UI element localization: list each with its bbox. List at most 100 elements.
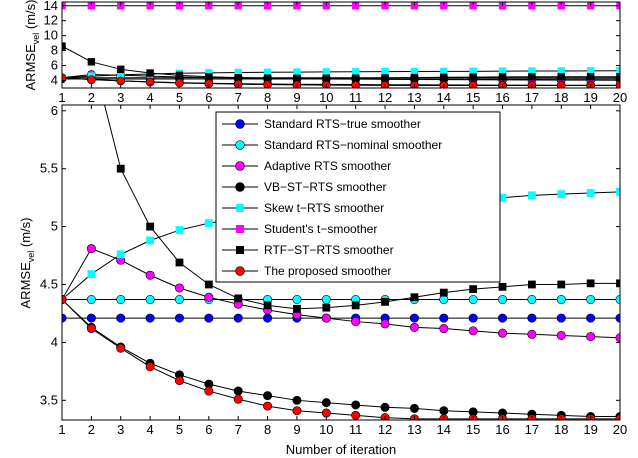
bottom-point-skew-t-rts-smoother: [557, 190, 566, 199]
bottom-x-tick-label: 20: [613, 422, 627, 437]
bottom-point-adaptive-rts-smoother: [409, 322, 419, 332]
top-x-tick-label: 9: [293, 90, 300, 105]
top-y-tick-label: 4: [51, 73, 58, 88]
legend-label: Standard RTS−true smoother: [264, 117, 421, 131]
bottom-x-tick-label: 14: [437, 422, 451, 437]
bottom-axes-frame: [61, 104, 621, 421]
bottom-series-layer: [62, 105, 620, 420]
top-x-tick-label: 7: [235, 90, 242, 105]
bottom-point-skew-t-rts-smoother: [116, 250, 125, 259]
top-x-tick-label: 18: [554, 90, 568, 105]
legend-marker: [235, 161, 245, 171]
legend-label: Adaptive RTS smoother: [264, 159, 391, 173]
bottom-point-the-proposed-smoother: [292, 406, 302, 416]
top-point-skew-t-rts-smoother: [293, 68, 301, 76]
legend-items: Standard RTS−true smoother Standard RTS−n…: [222, 117, 442, 278]
top-point-rtf-st-rts-smoother: [557, 73, 565, 81]
legend-marker: [235, 266, 245, 276]
bottom-point-rtf-st-rts-smoother: [527, 280, 536, 289]
bottom-point-rtf-st-rts-smoother: [322, 303, 331, 312]
bottom-point-standard-rts-nominal-smoother: [468, 295, 478, 305]
legend-item-standard-rts-nominal-smoother: Standard RTS−nominal smoother: [222, 138, 442, 152]
bottom-point-rtf-st-rts-smoother: [146, 222, 155, 231]
top-y-tick-label: 8: [51, 43, 58, 58]
top-panel: 1 2 3 4 5 6 7 8 9 10 11 12 13 14 15 16 17 18 19 20468101214…: [23, 0, 627, 105]
top-point-rtf-st-rts-smoother: [87, 58, 96, 66]
bottom-point-skew-t-rts-smoother: [87, 270, 96, 278]
bottom-point-skew-t-rts-smoother: [175, 226, 184, 234]
top-point-rtf-st-rts-smoother: [440, 73, 448, 82]
legend-marker: [236, 204, 244, 212]
top-point-rtf-st-rts-smoother: [410, 73, 419, 82]
top-point-rtf-st-rts-smoother: [205, 73, 213, 81]
bottom-ticks: 1 2 3 4 5 6 7 8 9 10 11 12 13 14 15 16 17 18 19 203.544.555…: [40, 103, 627, 437]
top-point-skew-t-rts-smoother: [381, 67, 389, 76]
bottom-point-adaptive-rts-smoother: [498, 328, 508, 338]
bottom-point-standard-rts-true-smoother: [527, 313, 537, 323]
top-x-tick-label: 3: [117, 90, 124, 105]
bottom-point-standard-rts-nominal-smoother: [498, 295, 508, 305]
bottom-line-vb-st-rts-smoother: [62, 299, 620, 418]
legend-item-skew-t-rts-smoother: Skew t−RTS smoother: [222, 201, 384, 215]
top-x-tick-label: 20: [613, 90, 627, 105]
bottom-x-tick-label: 8: [264, 422, 271, 437]
bottom-x-tick-label: 10: [319, 422, 333, 437]
bottom-point-rtf-st-rts-smoother: [381, 297, 389, 306]
bottom-point-standard-rts-nominal-smoother: [586, 295, 596, 305]
top-series-rtf-st-rts-smoother: [62, 42, 620, 83]
top-x-tick-label: 2: [88, 90, 95, 105]
bottom-point-standard-rts-nominal-smoother: [145, 295, 155, 305]
bottom-point-standard-rts-true-smoother: [439, 313, 449, 323]
bottom-point-adaptive-rts-smoother: [321, 313, 331, 323]
bottom-point-adaptive-rts-smoother: [556, 330, 566, 340]
top-point-rtf-st-rts-smoother: [586, 73, 595, 81]
bottom-point-vb-st-rts-smoother: [380, 402, 390, 412]
bottom-point-adaptive-rts-smoother: [204, 292, 214, 302]
bottom-point-vb-st-rts-smoother: [292, 395, 302, 405]
top-point-skew-t-rts-smoother: [351, 68, 360, 76]
top-point-rtf-st-rts-smoother: [528, 73, 536, 81]
bottom-point-standard-rts-true-smoother: [62, 313, 67, 323]
bottom-point-standard-rts-true-smoother: [116, 313, 126, 323]
bottom-point-vb-st-rts-smoother: [321, 398, 331, 408]
bottom-point-standard-rts-nominal-smoother: [292, 295, 302, 305]
bottom-line-adaptive-rts-smoother: [62, 247, 620, 339]
top-point-rtf-st-rts-smoother: [322, 74, 331, 82]
bottom-point-standard-rts-nominal-smoother: [174, 295, 184, 305]
legend-label: Skew t−RTS smoother: [264, 201, 384, 215]
top-axes-frame: [61, 1, 621, 89]
legend-label: Standard RTS−nominal smoother: [264, 138, 442, 152]
legend-label: VB−ST−RTS smoother: [264, 180, 387, 194]
top-x-tick-label: 15: [466, 90, 480, 105]
legend-item-vb-st-rts-smoother: VB−ST−RTS smoother: [222, 180, 387, 194]
top-line-rtf-st-rts-smoother: [62, 45, 620, 79]
bottom-x-tick-label: 9: [293, 422, 300, 437]
bottom-point-the-proposed-smoother: [174, 376, 184, 386]
bottom-point-rtf-st-rts-smoother: [351, 301, 360, 310]
bottom-x-tick-label: 18: [554, 422, 568, 437]
top-x-tick-label: 10: [319, 90, 333, 105]
bottom-point-rtf-st-rts-smoother: [293, 304, 301, 313]
top-point-rtf-st-rts-smoother: [469, 73, 477, 81]
bottom-point-standard-rts-true-smoother: [409, 313, 419, 323]
bottom-point-the-proposed-smoother: [62, 295, 67, 305]
bottom-point-vb-st-rts-smoother: [439, 406, 449, 416]
legend-marker: [235, 119, 245, 129]
bottom-y-axis-label: ARMSEvel (m/s): [18, 218, 36, 309]
x-axis-label: Number of iteration: [286, 442, 397, 457]
top-x-tick-label: 14: [437, 90, 451, 105]
bottom-point-standard-rts-true-smoother: [145, 313, 155, 323]
top-x-tick-label: 13: [407, 90, 421, 105]
top-point-rtf-st-rts-smoother: [498, 73, 507, 81]
bottom-point-rtf-st-rts-smoother: [557, 280, 566, 289]
top-point-rtf-st-rts-smoother: [175, 71, 184, 80]
bottom-point-standard-rts-true-smoother: [498, 313, 508, 323]
bottom-x-tick-label: 11: [349, 422, 363, 437]
top-x-tick-label: 6: [205, 90, 212, 105]
bottom-point-standard-rts-true-smoother: [86, 313, 96, 323]
bottom-point-standard-rts-true-smoother: [174, 313, 184, 323]
bottom-y-tick-label: 4: [51, 334, 58, 349]
bottom-point-standard-rts-nominal-smoother: [116, 295, 126, 305]
